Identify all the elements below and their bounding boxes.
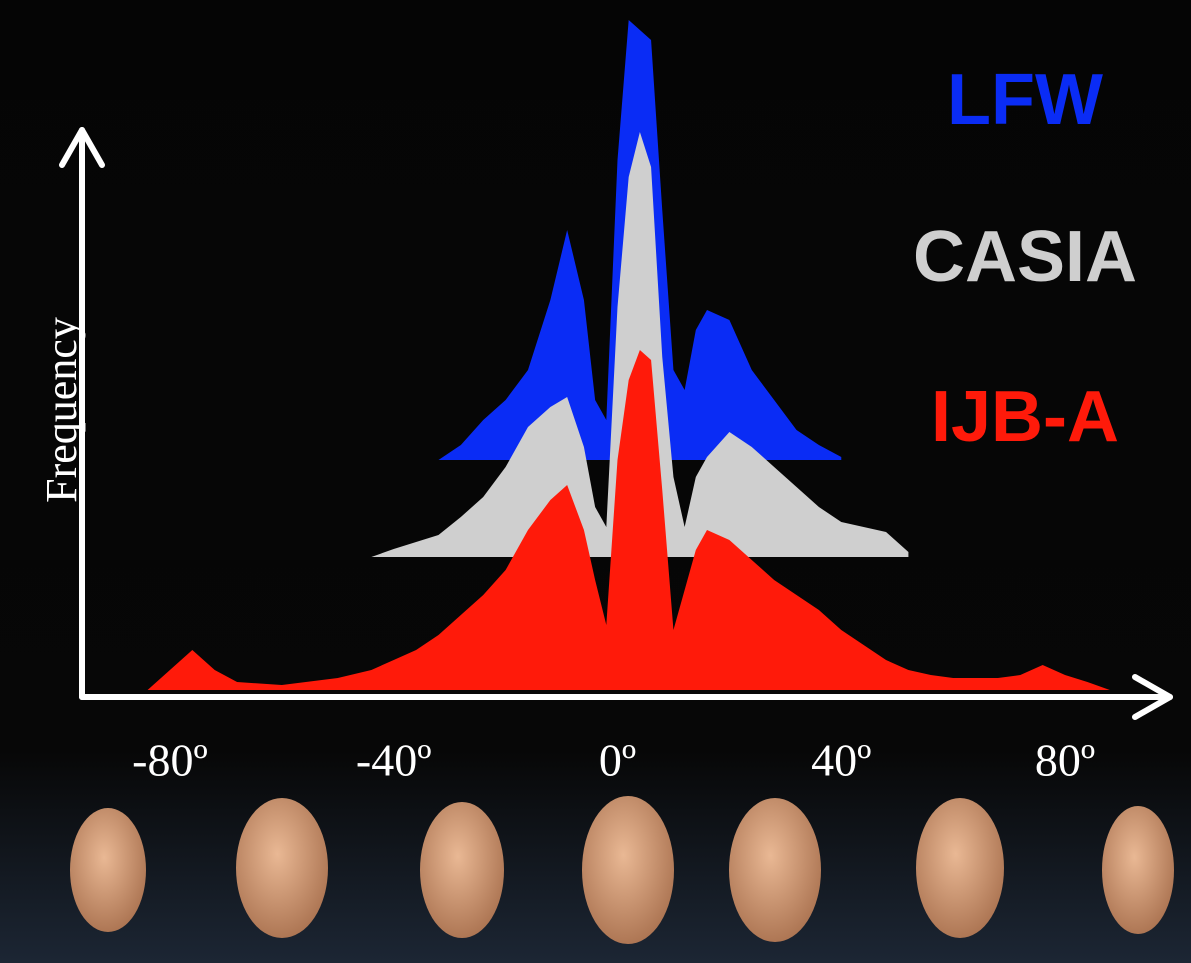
chart: Frequency LFW CASIA IJB-A -80º -40º 0º 40º 80º	[0, 0, 1191, 963]
legend-label: CASIA	[913, 217, 1137, 297]
x-tick-label: 0º	[599, 735, 636, 786]
x-tick-label: -40º	[356, 735, 432, 786]
x-tick-label: 40º	[811, 735, 871, 786]
x-tick-label: 80º	[1035, 735, 1095, 786]
legend-label: LFW	[947, 60, 1103, 140]
y-axis-label: Frequency	[37, 317, 86, 503]
legend-label: IJB-A	[931, 377, 1119, 457]
page: Frequency LFWCASIAIJB-A-80º-40º0º40º80º …	[0, 0, 1191, 963]
x-tick-label: -80º	[132, 735, 208, 786]
